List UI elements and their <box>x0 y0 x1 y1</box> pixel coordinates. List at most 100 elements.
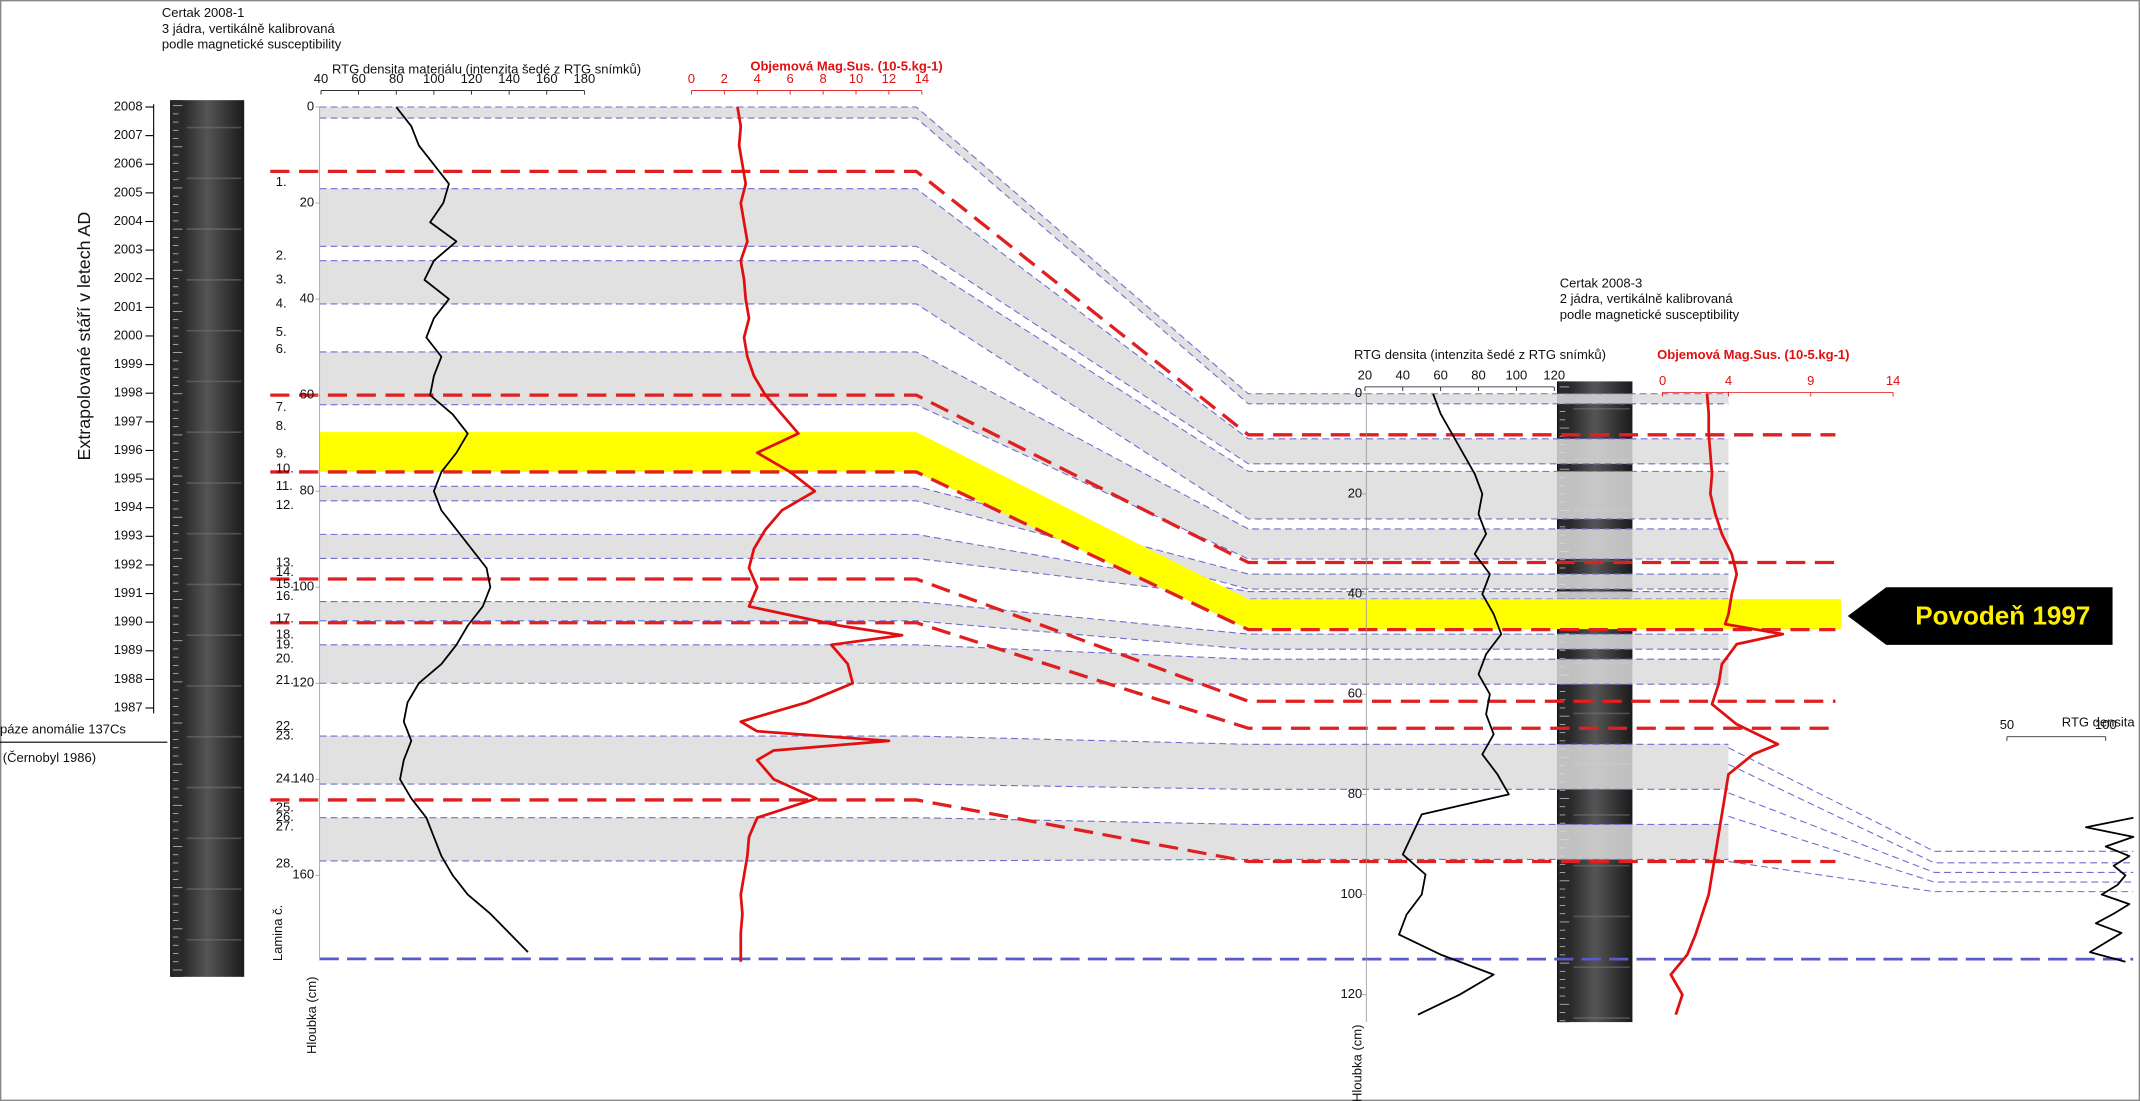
band <box>319 644 1729 685</box>
age-tick-label: 1987 <box>114 699 143 714</box>
rtg-tick-label: 80 <box>389 71 403 86</box>
red-marker-line <box>270 470 1836 632</box>
age-tick-label: 1995 <box>114 470 143 485</box>
band <box>319 486 1729 590</box>
core-note: podle magnetické susceptibility <box>162 37 342 52</box>
age-tick-label: 1996 <box>114 442 143 457</box>
lamina-label: 5. <box>276 324 287 339</box>
depth-tick-label: 120 <box>1340 986 1362 1001</box>
core-note: 2 jádra, vertikálně kalibrovaná <box>1560 291 1734 306</box>
lamina-label: 4. <box>276 295 287 310</box>
age-tick-label: 2003 <box>114 242 143 257</box>
depth-tick-label: 140 <box>292 771 314 786</box>
band-edge <box>319 188 1729 440</box>
band-edge <box>319 351 1729 530</box>
age-tick-label: 2008 <box>114 98 143 113</box>
red-marker-line <box>270 393 1836 565</box>
core-image <box>170 100 245 977</box>
link-line <box>1728 815 2134 883</box>
depth-tick-label: 20 <box>1348 485 1362 500</box>
age-tick-label: 2001 <box>114 299 143 314</box>
rtg-tick-label: 180 <box>574 71 596 86</box>
depth-tick-label: 60 <box>300 387 314 402</box>
age-tick-label: 2002 <box>114 270 143 285</box>
lamina-label: 14. <box>276 564 294 579</box>
age-tick-label: 1990 <box>114 614 143 629</box>
band-edge <box>319 620 1729 650</box>
band <box>319 260 1729 519</box>
band-edge <box>319 601 1729 635</box>
core-note: 3 jádra, vertikálně kalibrovaná <box>162 21 336 36</box>
band <box>319 188 1729 464</box>
age-tick-label: 1988 <box>114 671 143 686</box>
core-ruler <box>171 100 183 977</box>
cs-note: páze anomálie 137Cs <box>0 721 126 736</box>
lamina-label: 18. <box>276 627 294 642</box>
rtg-tick-label: 40 <box>314 71 328 86</box>
depth-tick-label: 100 <box>1340 886 1362 901</box>
age-tick-label: 2006 <box>114 156 143 171</box>
magsus-tick-label: 14 <box>915 71 929 86</box>
age-tick-label: 1999 <box>114 356 143 371</box>
depth-tick-label: 80 <box>300 483 314 498</box>
rtg-tick-label: 50 <box>2000 717 2014 732</box>
age-tick-label: 2000 <box>114 327 143 342</box>
red-marker-line <box>270 577 1836 703</box>
magsus-title: Objemová Mag.Sus. (10-5.kg-1) <box>750 59 942 74</box>
magsus-tick-label: 4 <box>754 71 761 86</box>
depth-tick-label: 100 <box>292 579 314 594</box>
rtg-title: RTG densita (intenzita šedé z RTG snímků… <box>1354 347 1606 362</box>
link-line <box>1728 747 2134 852</box>
plots: 2008 2007 2006 2005 20 0 4 2003 2002 2001 2000 1999… <box>114 5 2136 1101</box>
flood-band <box>319 432 1841 630</box>
core-note: podle magnetické susceptibility <box>1560 307 1740 322</box>
correlations <box>270 106 2134 961</box>
rtg-curve <box>395 106 529 953</box>
age-axis-label: Extrapolované stáří v letech AD <box>74 212 94 461</box>
rtg-tick-label: 160 <box>536 71 558 86</box>
band-edge <box>319 557 1729 600</box>
rtg-tick-label: 80 <box>1471 367 1485 382</box>
core-name: Certak 2008-3 <box>1560 275 1642 290</box>
magsus-tick-label: 12 <box>882 71 896 86</box>
lamina-label: 1. <box>276 174 287 189</box>
band <box>319 601 1729 650</box>
lamina-label: 17. <box>276 610 294 625</box>
band-edge <box>319 117 1729 405</box>
band-edge <box>319 260 1729 472</box>
age-tick-label: 2005 <box>114 184 143 199</box>
lamina-label: 6. <box>276 341 287 356</box>
rtg-tick-label: 40 <box>1396 367 1410 382</box>
band-edge <box>319 644 1729 660</box>
flood-label: Povodeň 1997 <box>1915 600 2090 630</box>
age-tick-label: 1998 <box>114 385 143 400</box>
depth-tick-label: 60 <box>1348 686 1362 701</box>
rtg-tick-label: 120 <box>1543 367 1565 382</box>
lamina-label: 16. <box>276 588 294 603</box>
lamina-label: 2. <box>276 247 287 262</box>
band <box>319 817 1729 861</box>
lamina-label: 21. <box>276 672 294 687</box>
magsus-title: Objemová Mag.Sus. (10-5.kg-1) <box>1657 347 1849 362</box>
rtg-tick-label: 100 <box>2095 717 2117 732</box>
lamina-label: 13. <box>276 555 294 570</box>
age-tick-label: 1994 <box>114 499 143 514</box>
magsus-curve <box>736 106 904 962</box>
rtg-tick-label: 60 <box>1433 367 1447 382</box>
band-edge <box>319 106 1729 395</box>
band-edge <box>319 533 1729 593</box>
lamina-label: 3. <box>276 271 287 286</box>
lamina-label: 25. <box>276 800 294 815</box>
magsus-tick-label: 6 <box>787 71 794 86</box>
band <box>319 736 1729 790</box>
rtg-tick-label: 120 <box>461 71 483 86</box>
depth-tick-label: 80 <box>1348 786 1362 801</box>
depth-tick-label: 120 <box>292 675 314 690</box>
depth-tick-label: 160 <box>292 867 314 882</box>
magsus-tick-label: 2 <box>721 71 728 86</box>
lamina-label: 24. <box>276 771 294 786</box>
age-tick-label: 2007 <box>114 127 143 142</box>
magsus-tick-label: 0 <box>688 71 695 86</box>
lamina-label: 8. <box>276 418 287 433</box>
